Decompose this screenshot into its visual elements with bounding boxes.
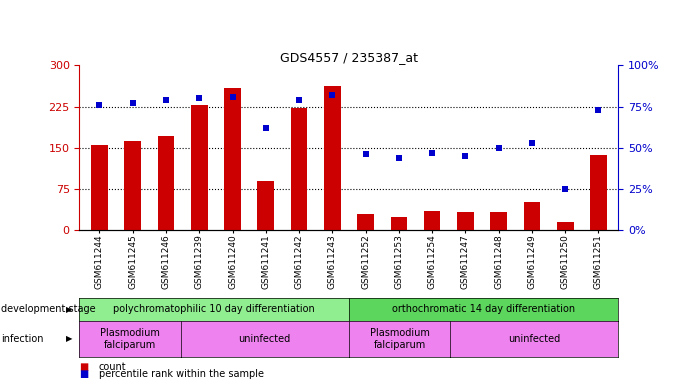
Point xyxy=(560,186,571,192)
Text: ▶: ▶ xyxy=(66,305,72,314)
Bar xyxy=(124,141,141,230)
Text: infection: infection xyxy=(1,334,44,344)
Text: uninfected: uninfected xyxy=(508,334,560,344)
Text: Plasmodium
falciparum: Plasmodium falciparum xyxy=(370,328,429,350)
Text: polychromatophilic 10 day differentiation: polychromatophilic 10 day differentiatio… xyxy=(113,304,315,314)
Text: count: count xyxy=(99,362,126,372)
Point xyxy=(294,97,305,103)
Bar xyxy=(390,217,407,230)
Bar xyxy=(191,105,207,230)
Point xyxy=(460,153,471,159)
Bar xyxy=(357,214,374,230)
Bar xyxy=(557,222,574,230)
Bar xyxy=(158,136,174,230)
Text: ■: ■ xyxy=(79,369,88,379)
Bar xyxy=(91,145,108,230)
Point xyxy=(193,95,205,101)
Point xyxy=(227,94,238,100)
Bar xyxy=(491,212,507,230)
Point xyxy=(426,150,437,156)
Bar xyxy=(424,211,440,230)
Text: development stage: development stage xyxy=(1,304,96,314)
Title: GDS4557 / 235387_at: GDS4557 / 235387_at xyxy=(280,51,418,64)
Bar xyxy=(224,88,241,230)
Point xyxy=(593,107,604,113)
Text: Plasmodium
falciparum: Plasmodium falciparum xyxy=(100,328,160,350)
Point xyxy=(360,151,371,157)
Bar xyxy=(524,202,540,230)
Text: ■: ■ xyxy=(79,362,88,372)
Bar xyxy=(258,181,274,230)
Point xyxy=(393,155,404,161)
Text: percentile rank within the sample: percentile rank within the sample xyxy=(99,369,264,379)
Point xyxy=(327,92,338,98)
Bar xyxy=(457,212,474,230)
Bar xyxy=(590,155,607,230)
Text: ▶: ▶ xyxy=(66,334,72,343)
Point xyxy=(261,125,272,131)
Point xyxy=(527,140,538,146)
Bar xyxy=(324,86,341,230)
Point xyxy=(493,145,504,151)
Point xyxy=(160,97,171,103)
Point xyxy=(127,100,138,106)
Bar xyxy=(291,108,307,230)
Text: orthochromatic 14 day differentiation: orthochromatic 14 day differentiation xyxy=(392,304,576,314)
Text: uninfected: uninfected xyxy=(238,334,291,344)
Point xyxy=(94,102,105,108)
